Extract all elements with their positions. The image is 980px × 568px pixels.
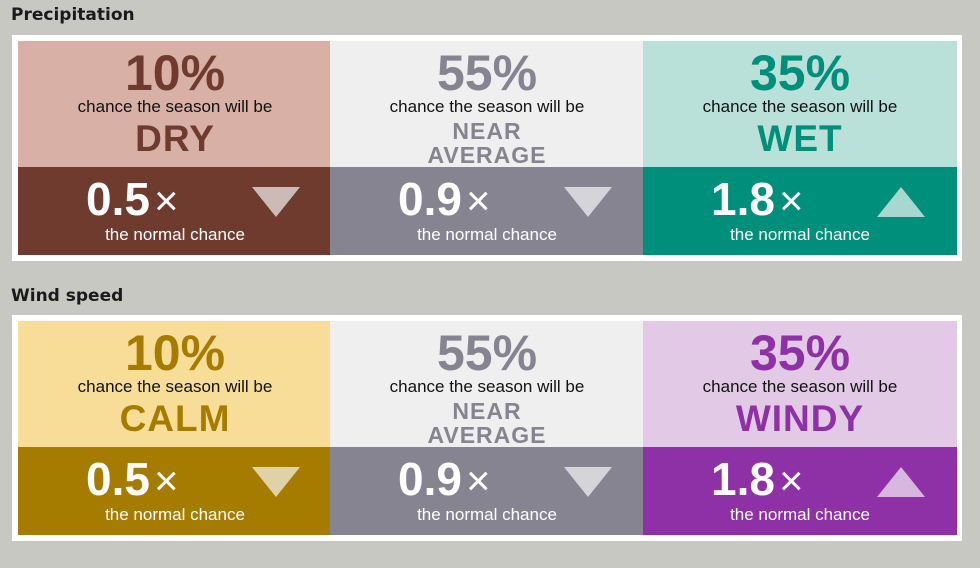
percent-value: 35% xyxy=(749,45,851,101)
arrow-down-icon xyxy=(564,187,612,217)
multiplier-value: 0.5× xyxy=(86,173,178,227)
multiplier-number: 0.5 xyxy=(86,453,150,505)
section-title-wind-speed: Wind speed xyxy=(11,286,124,306)
wind-card: 10% chance the season will be CALM 0.5× the … xyxy=(12,315,962,541)
multiplier-number: 0.5 xyxy=(86,173,150,225)
times-symbol: × xyxy=(465,457,491,504)
times-symbol: × xyxy=(153,177,179,224)
section-title-precipitation: Precipitation xyxy=(11,5,135,25)
outcome-label: CALM xyxy=(18,397,332,441)
multiplier-value: 0.9× xyxy=(398,453,490,507)
precipitation-near-average-column: 55% chance the season will be NEAR AVERAGE 0… xyxy=(330,41,644,255)
multiplier-value: 0.9× xyxy=(398,173,490,227)
percent-value: 55% xyxy=(436,325,538,381)
outcome-label: NEAR AVERAGE xyxy=(330,399,644,447)
multiplier-value: 1.8× xyxy=(711,453,803,507)
outcome-label: NEAR AVERAGE xyxy=(330,119,644,167)
percent-value: 35% xyxy=(749,325,851,381)
multiplier-value: 0.5× xyxy=(86,453,178,507)
chance-label: chance the season will be xyxy=(77,97,273,116)
multiplier-number: 0.9 xyxy=(398,453,462,505)
outcome-panel: 55% chance the season will be NEAR AVERAGE xyxy=(330,321,644,447)
outcome-panel: 35% chance the season will be WINDY xyxy=(643,321,957,447)
percent-value: 10% xyxy=(124,325,226,381)
percent-value: 10% xyxy=(124,45,226,101)
chance-label: chance the season will be xyxy=(702,377,898,396)
outcome-line-2: AVERAGE xyxy=(427,422,547,448)
arrow-up-icon xyxy=(877,187,925,217)
wind-calm-column: 10% chance the season will be CALM 0.5× the … xyxy=(18,321,332,535)
arrow-down-icon xyxy=(564,467,612,497)
outcome-label: WET xyxy=(643,117,957,161)
outcome-line-1: NEAR xyxy=(452,118,522,144)
outcome-panel: 10% chance the season will be DRY xyxy=(18,41,332,167)
normal-chance-label: the normal chance xyxy=(105,505,245,524)
normal-chance-label: the normal chance xyxy=(105,225,245,244)
outcome-line-2: AVERAGE xyxy=(427,142,547,168)
precipitation-dry-column: 10% chance the season will be DRY 0.5× the n… xyxy=(18,41,332,255)
multiplier-panel: 1.8× the normal chance xyxy=(643,447,957,535)
outcome-panel: 55% chance the season will be NEAR AVERAGE xyxy=(330,41,644,167)
normal-chance-label: the normal chance xyxy=(730,505,870,524)
multiplier-panel: 1.8× the normal chance xyxy=(643,167,957,255)
precipitation-card: 10% chance the season will be DRY 0.5× the n… xyxy=(12,35,962,261)
outcome-panel: 35% chance the season will be WET xyxy=(643,41,957,167)
outcome-line-1: DRY xyxy=(135,118,215,159)
multiplier-number: 1.8 xyxy=(711,453,775,505)
chance-label: chance the season will be xyxy=(77,377,273,396)
multiplier-number: 0.9 xyxy=(398,173,462,225)
outcome-label: DRY xyxy=(18,117,332,161)
normal-chance-label: the normal chance xyxy=(417,505,557,524)
outcome-panel: 10% chance the season will be CALM xyxy=(18,321,332,447)
normal-chance-label: the normal chance xyxy=(417,225,557,244)
chance-label: chance the season will be xyxy=(389,377,585,396)
times-symbol: × xyxy=(778,177,804,224)
outcome-line-1: WET xyxy=(757,118,843,159)
arrow-down-icon xyxy=(252,467,300,497)
normal-chance-label: the normal chance xyxy=(730,225,870,244)
multiplier-value: 1.8× xyxy=(711,173,803,227)
wind-near-average-column: 55% chance the season will be NEAR AVERAGE 0… xyxy=(330,321,644,535)
outcome-label: WINDY xyxy=(643,397,957,441)
percent-value: 55% xyxy=(436,45,538,101)
multiplier-panel: 0.9× the normal chance xyxy=(330,167,644,255)
times-symbol: × xyxy=(153,457,179,504)
times-symbol: × xyxy=(465,177,491,224)
wind-windy-column: 35% chance the season will be WINDY 1.8× the… xyxy=(643,321,957,535)
times-symbol: × xyxy=(778,457,804,504)
multiplier-panel: 0.5× the normal chance xyxy=(18,447,332,535)
precipitation-wet-column: 35% chance the season will be WET 1.8× the n… xyxy=(643,41,957,255)
outcome-line-1: NEAR xyxy=(452,398,522,424)
multiplier-panel: 0.5× the normal chance xyxy=(18,167,332,255)
chance-label: chance the season will be xyxy=(702,97,898,116)
multiplier-number: 1.8 xyxy=(711,173,775,225)
chance-label: chance the season will be xyxy=(389,97,585,116)
outcome-line-1: WINDY xyxy=(735,398,865,439)
outcome-line-1: CALM xyxy=(119,398,231,439)
arrow-down-icon xyxy=(252,187,300,217)
arrow-up-icon xyxy=(877,467,925,497)
multiplier-panel: 0.9× the normal chance xyxy=(330,447,644,535)
